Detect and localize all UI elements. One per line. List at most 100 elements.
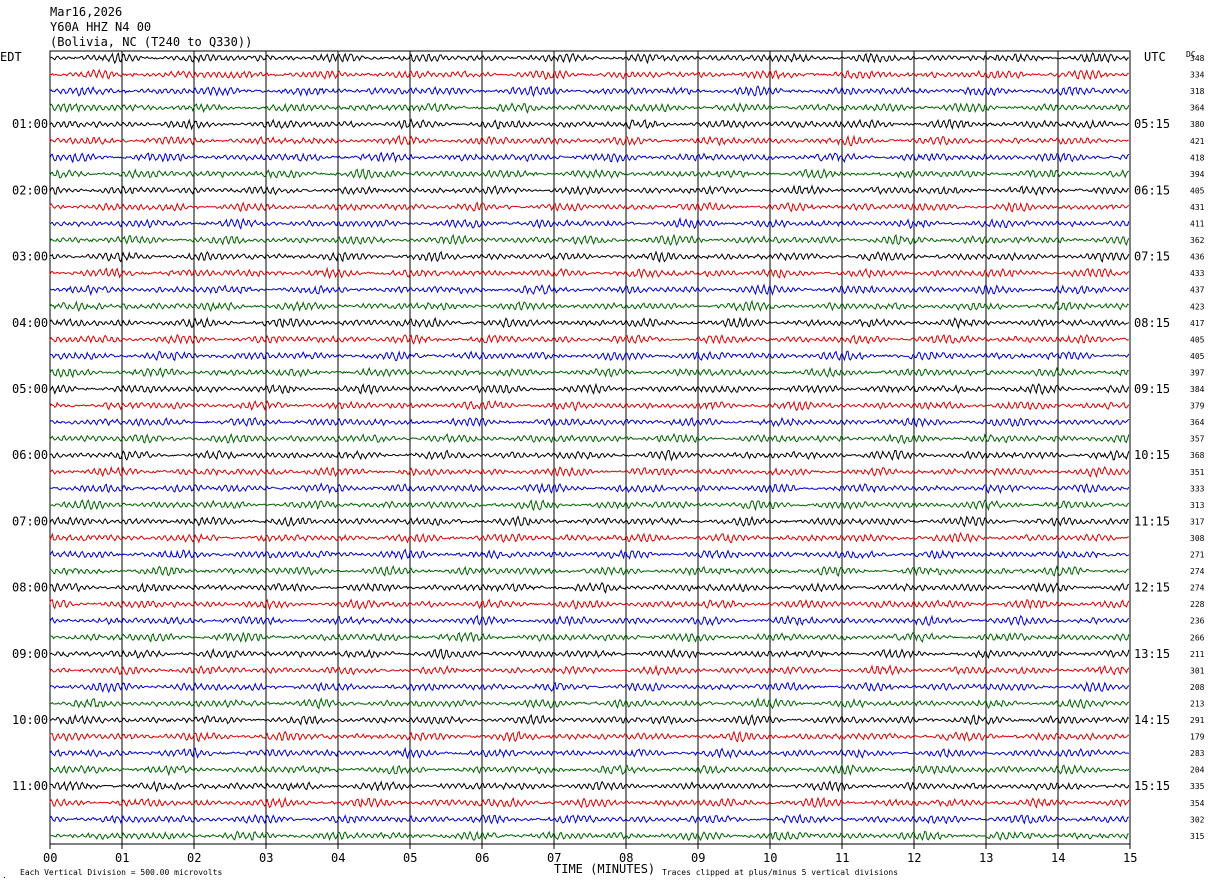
dc-value: 411 bbox=[1190, 220, 1205, 229]
seismic-trace-line bbox=[49, 233, 1130, 247]
right-hour-label: 14:15 bbox=[1134, 713, 1170, 727]
right-hour-label: 07:15 bbox=[1134, 250, 1170, 264]
dc-value: 405 bbox=[1190, 335, 1205, 344]
dc-value: 379 bbox=[1190, 402, 1205, 411]
seismic-trace-line bbox=[49, 102, 1130, 114]
x-tick-label: 04 bbox=[331, 851, 345, 865]
right-hour-label: 12:15 bbox=[1134, 581, 1170, 595]
seismic-trace-line bbox=[49, 416, 1130, 428]
scale-note: Each Vertical Division = 500.00 microvol… bbox=[20, 868, 222, 877]
seismic-trace-line bbox=[49, 763, 1130, 777]
seismic-trace-line bbox=[49, 565, 1129, 577]
seismic-trace-line bbox=[49, 830, 1129, 842]
dc-value: 318 bbox=[1190, 87, 1205, 96]
dc-value: 384 bbox=[1190, 385, 1205, 394]
dc-value: 362 bbox=[1190, 236, 1205, 245]
x-tick-label: 11 bbox=[835, 851, 849, 865]
dc-value: 179 bbox=[1190, 733, 1205, 742]
x-tick-label: 06 bbox=[475, 851, 489, 865]
left-hour-label: 04:00 bbox=[12, 316, 48, 330]
left-hour-labels: 01:00 02:00 03:00 04:00 05:00 06:00 07:00 08:00… bbox=[12, 117, 48, 793]
left-hour-label: 03:00 bbox=[12, 250, 48, 264]
dc-value: 431 bbox=[1190, 203, 1205, 212]
seismic-trace-line bbox=[49, 813, 1130, 825]
dc-value: 283 bbox=[1190, 749, 1205, 758]
dc-value: 368 bbox=[1190, 451, 1205, 460]
dc-value: 364 bbox=[1190, 104, 1205, 113]
seismic-trace-line bbox=[49, 581, 1130, 594]
seismic-trace-line bbox=[49, 432, 1130, 445]
seismic-trace-line bbox=[49, 531, 1129, 544]
seismic-trace-line bbox=[49, 482, 1130, 495]
dc-value: 308 bbox=[1190, 534, 1205, 543]
right-hour-label: 05:15 bbox=[1134, 117, 1170, 131]
seismic-trace-line bbox=[49, 780, 1130, 793]
chart-date: Mar16,2026 bbox=[50, 5, 122, 19]
seismic-trace-line bbox=[49, 151, 1130, 164]
dc-value: 302 bbox=[1190, 815, 1205, 824]
seismic-trace-line bbox=[49, 283, 1129, 297]
x-tick-label: 10 bbox=[763, 851, 777, 865]
dc-value: 291 bbox=[1190, 716, 1205, 725]
x-tick-label: 02 bbox=[187, 851, 201, 865]
right-hour-label: 06:15 bbox=[1134, 183, 1170, 197]
plot-frame bbox=[49, 50, 1131, 845]
seismic-trace-line bbox=[49, 167, 1130, 180]
x-tick-label: 01 bbox=[115, 851, 129, 865]
seismic-trace-line bbox=[49, 713, 1130, 727]
x-tick-label: 00 bbox=[43, 851, 57, 865]
dc-value: 236 bbox=[1190, 617, 1205, 626]
seismic-trace-line bbox=[49, 316, 1130, 330]
dc-value: 437 bbox=[1190, 286, 1205, 295]
seismic-traces bbox=[49, 52, 1130, 842]
seismic-trace-line bbox=[49, 134, 1129, 147]
seismic-trace-line bbox=[49, 730, 1130, 743]
dc-value: 211 bbox=[1190, 650, 1205, 659]
x-tick-label: 15 bbox=[1123, 851, 1137, 865]
left-timezone-label: EDT bbox=[0, 50, 22, 64]
dc-value: 333 bbox=[1190, 484, 1205, 493]
seismic-trace-line bbox=[49, 631, 1130, 643]
seismic-trace-line bbox=[49, 499, 1130, 512]
right-hour-label: 11:15 bbox=[1134, 514, 1170, 528]
seismic-trace-line bbox=[49, 382, 1130, 396]
dc-value: 335 bbox=[1190, 782, 1205, 791]
dc-value: 418 bbox=[1190, 153, 1205, 162]
station-location: (Bolivia, NC (T240 to Q330)) bbox=[50, 35, 252, 49]
seismic-trace-line bbox=[49, 548, 1130, 561]
dc-value: 421 bbox=[1190, 137, 1205, 146]
dc-value: 334 bbox=[1190, 71, 1205, 80]
right-hour-label: 13:15 bbox=[1134, 647, 1170, 661]
dc-value: 417 bbox=[1190, 319, 1205, 328]
seismic-trace-line bbox=[49, 697, 1130, 710]
left-hour-label: 08:00 bbox=[12, 581, 48, 595]
dc-value: 364 bbox=[1190, 418, 1205, 427]
dc-value: 423 bbox=[1190, 302, 1205, 311]
seismic-trace-line bbox=[49, 216, 1130, 230]
dc-value: 274 bbox=[1190, 567, 1205, 576]
dc-value: 436 bbox=[1190, 253, 1205, 262]
right-hour-labels: 05:15 06:15 07:15 08:15 09:15 10:15 11:15 12:15… bbox=[1134, 117, 1170, 793]
dc-value: 351 bbox=[1190, 468, 1205, 477]
dc-value: 213 bbox=[1190, 700, 1205, 709]
corner-mark: . bbox=[2, 871, 7, 880]
left-hour-label: 11:00 bbox=[12, 779, 48, 793]
dc-value: 228 bbox=[1190, 600, 1205, 609]
dc-value: 315 bbox=[1190, 832, 1205, 841]
dc-column-label: DC bbox=[1186, 50, 1196, 59]
x-tick-label: 03 bbox=[259, 851, 273, 865]
seismic-trace-line bbox=[49, 796, 1130, 809]
right-hour-label: 09:15 bbox=[1134, 382, 1170, 396]
dc-value: 397 bbox=[1190, 368, 1205, 377]
dc-value: 266 bbox=[1190, 633, 1205, 642]
seismic-trace-line bbox=[49, 250, 1130, 263]
dc-value: 271 bbox=[1190, 551, 1205, 560]
x-axis-ticks: 00 01 02 03 04 05 06 07 08 09 10 11 12 13 14 15 bbox=[43, 844, 1137, 865]
seismic-trace-line bbox=[49, 399, 1130, 412]
seismic-trace-line bbox=[49, 648, 1130, 660]
seismic-trace-line bbox=[49, 449, 1130, 462]
dc-value: 405 bbox=[1190, 186, 1205, 195]
dc-value: 394 bbox=[1190, 170, 1205, 179]
left-hour-label: 02:00 bbox=[12, 183, 48, 197]
